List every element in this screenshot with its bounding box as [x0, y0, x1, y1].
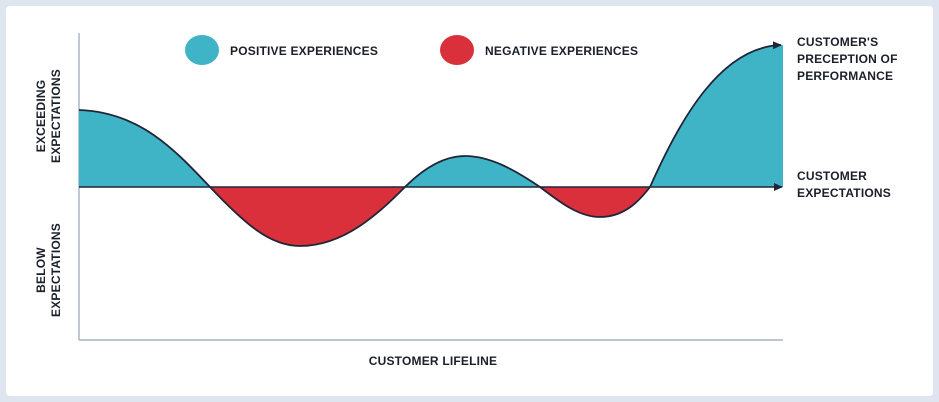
exceeding-expectations-label: EXCEEDING EXPECTATIONS — [34, 69, 63, 163]
below-label-line1: BELOW — [34, 247, 48, 293]
below-label-line2: EXPECTATIONS — [49, 223, 63, 317]
perception-label-line3: PERFORMANCE — [797, 69, 893, 83]
positive-region — [79, 45, 783, 187]
exceeding-label-line1: EXCEEDING — [34, 80, 48, 152]
positive-legend-swatch — [185, 35, 219, 65]
negative-legend-swatch — [440, 35, 474, 65]
negative-region — [79, 187, 783, 246]
expectations-label-line1: CUSTOMER — [797, 169, 867, 183]
expectations-label-line2: EXPECTATIONS — [797, 186, 891, 200]
below-expectations-label: BELOW EXPECTATIONS — [34, 223, 63, 317]
positive-legend-label: POSITIVE EXPERIENCES — [230, 44, 378, 58]
perception-label-line1: CUSTOMER'S — [797, 35, 878, 49]
exceeding-label-line2: EXPECTATIONS — [49, 69, 63, 163]
perception-curve — [78, 41, 782, 247]
negative-legend-label: NEGATIVE EXPERIENCES — [485, 44, 638, 58]
perception-label-line2: PRECEPTION OF — [797, 52, 898, 66]
customer-lifeline-label: CUSTOMER LIFELINE — [369, 354, 498, 368]
